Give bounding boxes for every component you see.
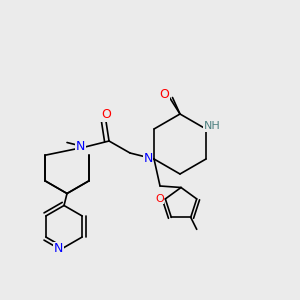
Text: O: O [101, 108, 111, 122]
Text: N: N [143, 152, 153, 166]
Text: N: N [76, 140, 85, 154]
Text: O: O [159, 88, 169, 101]
Text: N: N [54, 242, 63, 256]
Text: NH: NH [204, 121, 220, 131]
Text: O: O [155, 194, 164, 204]
